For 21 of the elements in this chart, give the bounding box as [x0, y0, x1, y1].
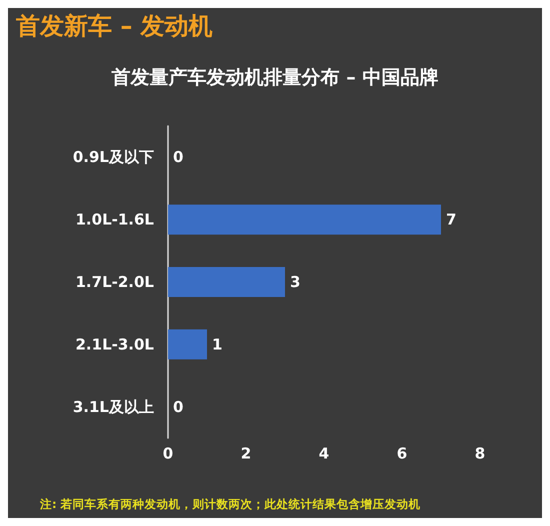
x-tick-label: 0	[162, 444, 174, 462]
data-label: 7	[446, 210, 456, 229]
y-tick-label: 2.1L-3.0L	[76, 335, 154, 354]
text: 注: 若同车系有两种发动机，则计数两次；此处统计结果包含增压发动机	[39, 497, 421, 511]
y-tick-label: 3.1L及以上	[72, 398, 154, 416]
x-tick-label: 2	[240, 444, 252, 462]
data-label: 0	[173, 148, 184, 166]
bar	[168, 267, 285, 297]
chart-subtitle: 首发量产车发动机排量分布 – 中国品牌	[110, 66, 438, 88]
x-tick-label: 4	[318, 444, 330, 462]
bar	[168, 329, 207, 360]
y-tick-label: 1.7L-2.0L	[76, 273, 154, 291]
data-label: 0	[173, 398, 184, 416]
bar	[168, 204, 441, 235]
x-tick-label: 6	[396, 444, 408, 462]
data-label: 1	[212, 335, 222, 354]
x-tick-label: 8	[474, 444, 486, 462]
y-tick-label: 0.9L及以下	[72, 148, 154, 166]
data-label: 3	[290, 273, 300, 291]
y-tick-label: 1.0L-1.6L	[76, 210, 154, 229]
chart-title: 首发新车 – 发动机	[15, 12, 213, 40]
